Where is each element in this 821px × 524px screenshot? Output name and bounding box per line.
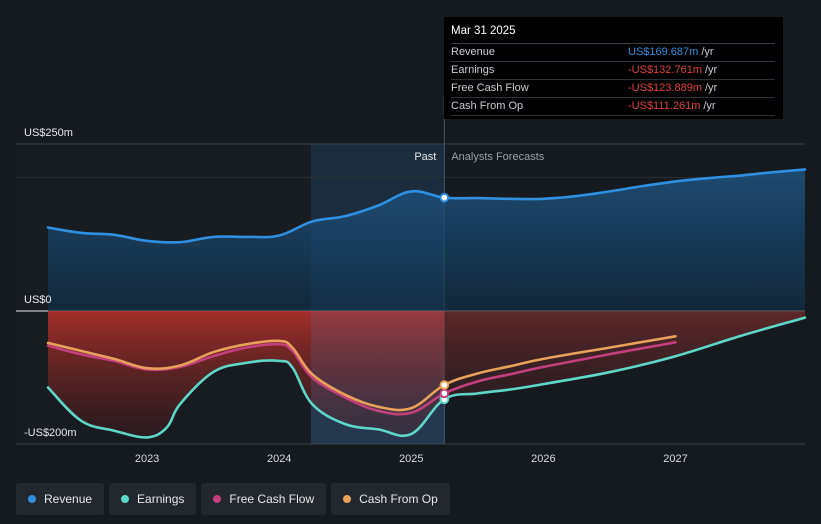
hover-tooltip: Mar 31 2025 Revenue US$169.687m/yr Earni… — [444, 17, 783, 119]
x-tick-label: 2023 — [135, 453, 159, 465]
tooltip-unit: /yr — [705, 82, 718, 94]
x-tick-label: 2024 — [267, 453, 291, 465]
chart-legend: Revenue Earnings Free Cash Flow Cash Fro… — [16, 483, 450, 515]
tooltip-unit: /yr — [705, 64, 718, 76]
tooltip-label: Revenue — [451, 46, 496, 58]
tooltip-row-revenue: Revenue US$169.687m/yr — [451, 44, 775, 62]
legend-label: Free Cash Flow — [229, 492, 315, 506]
tooltip-row-free-cash-flow: Free Cash Flow -US$123.889m/yr — [451, 80, 775, 98]
earnings-area-past — [48, 311, 445, 438]
highlight-band-overlay — [311, 311, 445, 444]
earnings-area-forecast — [444, 311, 805, 400]
hover-markers — [439, 192, 450, 405]
y-axis-label: US$250m — [24, 127, 73, 139]
fcf-marker — [439, 388, 450, 399]
tooltip-unit: /yr — [701, 46, 714, 58]
legend-item-free-cash-flow[interactable]: Free Cash Flow — [201, 483, 327, 515]
revenue-dot-icon — [28, 495, 36, 503]
revenue-marker — [439, 192, 450, 203]
axis-labels: US$250m US$0 -US$200m 2023 2024 2025 2026 2027 P… — [24, 127, 688, 465]
tooltip-value: -US$111.261m — [628, 100, 701, 112]
legend-item-earnings[interactable]: Earnings — [109, 483, 197, 515]
tooltip-label: Earnings — [451, 64, 495, 76]
cfo-marker — [439, 380, 450, 390]
legend-label: Revenue — [44, 492, 93, 506]
tooltip-date: Mar 31 2025 — [451, 23, 775, 44]
legend-item-revenue[interactable]: Revenue — [16, 483, 105, 515]
legend-label: Cash From Op — [359, 492, 438, 506]
x-tick-label: 2025 — [399, 453, 423, 465]
tooltip-row-cash-from-op: Cash From Op -US$111.261m/yr — [451, 98, 775, 116]
cash-from-op-dot-icon — [343, 495, 352, 503]
cfo-line — [46, 335, 677, 412]
past-region-label: Past — [414, 151, 436, 163]
x-tick-label: 2026 — [531, 453, 555, 465]
revenue-line — [46, 168, 807, 244]
y-axis-label: US$0 — [24, 294, 52, 306]
earnings-dot-icon — [121, 495, 130, 503]
tooltip-value: -US$132.761m — [628, 64, 702, 76]
earnings-line — [46, 316, 807, 439]
tooltip-row-earnings: Earnings -US$132.761m/yr — [451, 62, 775, 80]
legend-label: Earnings — [137, 492, 185, 506]
revenue-area — [48, 169, 805, 311]
tooltip-value: -US$123.889m — [628, 82, 702, 94]
legend-item-cash-from-op[interactable]: Cash From Op — [331, 483, 450, 515]
forecast-region-label: Analysts Forecasts — [451, 151, 544, 163]
tooltip-unit: /yr — [703, 100, 716, 112]
free-cash-flow-dot-icon — [213, 495, 222, 503]
tooltip-label: Cash From Op — [451, 100, 524, 112]
series-areas — [48, 169, 805, 444]
tooltip-label: Free Cash Flow — [451, 82, 529, 94]
series-lines — [46, 168, 807, 439]
y-axis-label: -US$200m — [24, 427, 77, 439]
x-tick-label: 2027 — [663, 453, 687, 465]
tooltip-value: US$169.687m — [628, 46, 699, 58]
